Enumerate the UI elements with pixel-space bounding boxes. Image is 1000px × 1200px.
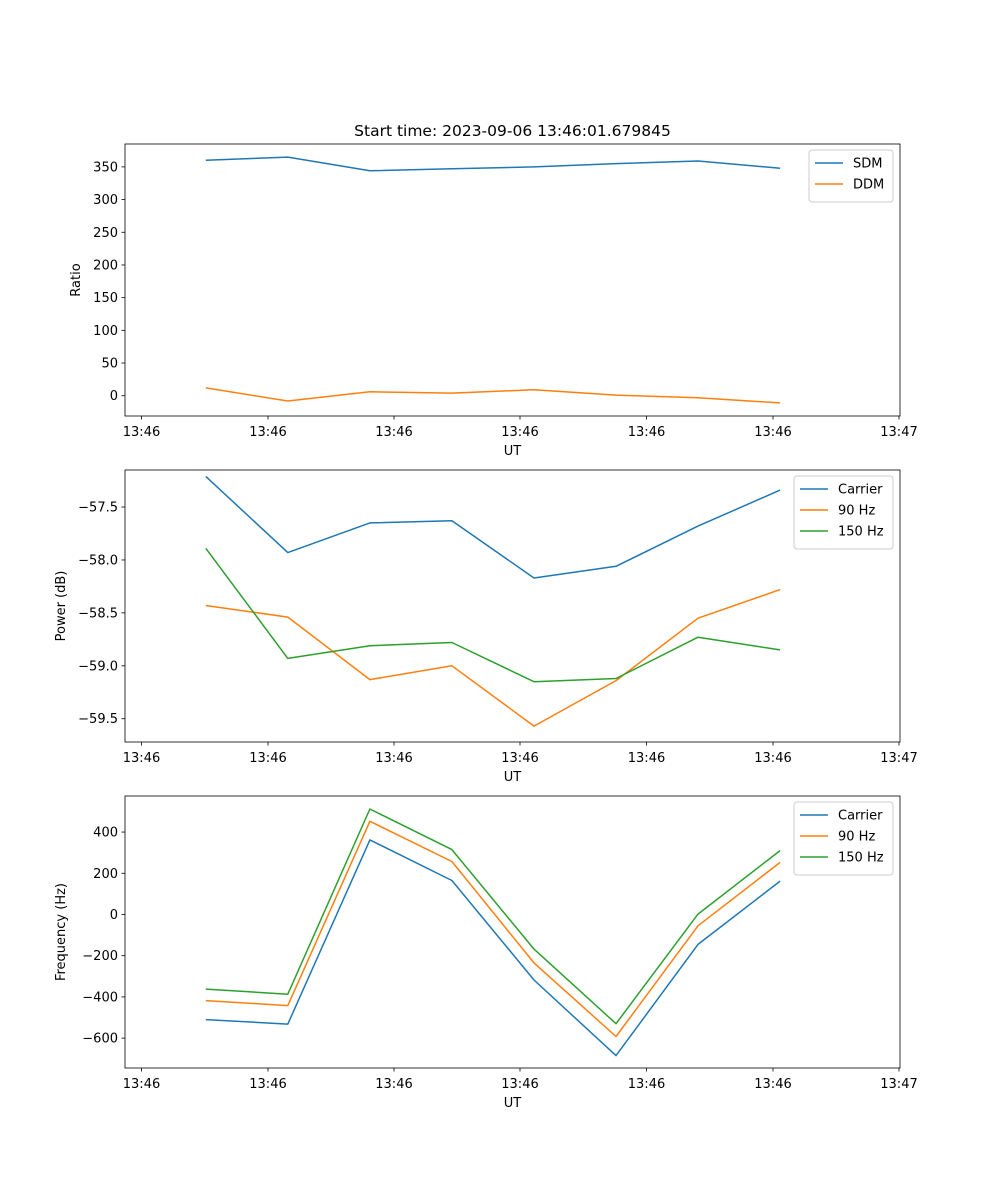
y-tick-label: −59.5: [78, 712, 118, 727]
series-line-150-hz: [205, 547, 781, 683]
y-axis-label: Frequency (Hz): [54, 883, 69, 981]
legend-label: Carrier: [838, 483, 883, 498]
x-tick-label: 13:46: [628, 1077, 665, 1092]
x-tick-label: 13:46: [375, 751, 412, 766]
legend: Carrier 90 Hz 150 Hz: [793, 475, 894, 550]
legend-label: 150 Hz: [838, 851, 884, 866]
series-line-150-hz: [205, 808, 781, 1025]
x-tick-label: 13:47: [880, 1077, 917, 1092]
y-tick-label: −600: [82, 1032, 118, 1047]
plot-frame: [124, 795, 901, 1069]
y-axis: −600 −400 −200 0 200 400: [82, 826, 125, 1047]
x-axis: 13:46 13:46 13:46 13:46 13:46 13:46 13:47: [123, 416, 918, 440]
legend-label: SDM: [853, 157, 882, 172]
y-tick-label: −200: [82, 949, 118, 964]
x-tick-label: 13:46: [249, 425, 286, 440]
figure-title: Start time: 2023-09-06 13:46:01.679845: [354, 122, 671, 140]
legend-label: 150 Hz: [838, 525, 884, 540]
x-axis-label: UT: [504, 1096, 522, 1111]
series-line-sdm: [205, 156, 781, 172]
y-tick-label: −59.0: [78, 659, 118, 674]
x-tick-label: 13:46: [375, 425, 412, 440]
x-tick-label: 13:46: [375, 1077, 412, 1092]
x-tick-label: 13:46: [501, 1077, 538, 1092]
x-tick-label: 13:46: [123, 751, 160, 766]
y-tick-label: −57.5: [78, 501, 118, 516]
y-tick-label: 50: [101, 357, 118, 372]
x-tick-label: 13:46: [628, 751, 665, 766]
y-tick-label: 350: [93, 160, 118, 175]
y-tick-label: 250: [93, 226, 118, 241]
x-tick-label: 13:46: [123, 1077, 160, 1092]
series-line-90-hz: [205, 820, 781, 1038]
x-tick-label: 13:46: [501, 425, 538, 440]
x-tick-label: 13:46: [628, 425, 665, 440]
y-tick-label: 200: [93, 867, 118, 882]
legend-label: DDM: [853, 178, 884, 193]
series-lines: [205, 808, 781, 1057]
x-tick-label: 13:46: [754, 751, 791, 766]
y-tick-label: 150: [93, 291, 118, 306]
legend-label: Carrier: [838, 809, 883, 824]
x-tick-label: 13:46: [754, 1077, 791, 1092]
y-axis: −59.5 −59.0 −58.5 −58.0 −57.5: [78, 501, 125, 727]
series-line-carrier: [205, 475, 781, 579]
x-axis-label: UT: [504, 444, 522, 459]
series-line-ddm: [205, 387, 781, 404]
y-axis: 0 50 100 150 200 250 300 350: [93, 160, 125, 404]
series-line-90-hz: [205, 588, 781, 727]
y-axis-label: Power (dB): [54, 571, 69, 642]
y-tick-label: 100: [93, 324, 118, 339]
legend-label: 90 Hz: [838, 504, 875, 519]
series-lines: [205, 475, 781, 727]
y-tick-label: 200: [93, 258, 118, 273]
x-axis-label: UT: [504, 770, 522, 785]
x-axis: 13:46 13:46 13:46 13:46 13:46 13:46 13:47: [123, 742, 918, 766]
series-lines: [205, 156, 781, 404]
y-tick-label: 300: [93, 193, 118, 208]
legend: SDM DDM: [808, 149, 894, 203]
x-tick-label: 13:47: [880, 751, 917, 766]
y-tick-label: −400: [82, 990, 118, 1005]
x-tick-label: 13:46: [249, 1077, 286, 1092]
x-tick-label: 13:46: [754, 425, 791, 440]
y-tick-label: 0: [110, 389, 118, 404]
y-tick-label: −58.0: [78, 553, 118, 568]
x-tick-label: 13:46: [501, 751, 538, 766]
y-axis-label: Ratio: [69, 263, 84, 296]
y-tick-label: 400: [93, 826, 118, 841]
legend-label: 90 Hz: [838, 830, 875, 845]
y-tick-label: 0: [110, 908, 118, 923]
x-tick-label: 13:46: [123, 425, 160, 440]
y-tick-label: −58.5: [78, 606, 118, 621]
x-tick-label: 13:46: [249, 751, 286, 766]
x-axis: 13:46 13:46 13:46 13:46 13:46 13:46 13:47: [123, 1068, 918, 1092]
series-line-carrier: [205, 839, 781, 1057]
x-tick-label: 13:47: [880, 425, 917, 440]
plot-frame: [124, 143, 901, 417]
power-panel: −59.5−59.0−58.5−58.0−57.513:46 13:46 13:46…: [54, 469, 918, 785]
legend: Carrier 90 Hz 150 Hz: [793, 801, 894, 876]
plot-frame: [124, 469, 901, 743]
